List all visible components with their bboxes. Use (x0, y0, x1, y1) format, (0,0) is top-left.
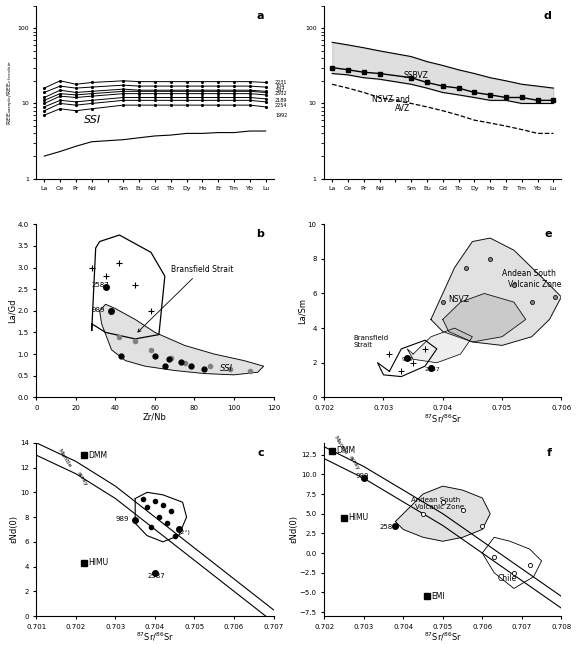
Text: 104: 104 (275, 84, 284, 89)
Text: d: d (544, 11, 552, 21)
Text: Volcanic Zone: Volcanic Zone (508, 280, 561, 289)
Text: EMI: EMI (431, 592, 444, 601)
Text: 989: 989 (401, 357, 413, 362)
Text: 989: 989 (92, 307, 105, 313)
Text: 2502: 2502 (275, 91, 287, 96)
Text: f: f (547, 448, 552, 458)
Y-axis label: εNd(0): εNd(0) (289, 515, 298, 543)
Text: Andean South: Andean South (502, 269, 556, 278)
Text: array: array (76, 471, 89, 487)
Text: array: array (348, 455, 361, 471)
X-axis label: $^{87}$Sr/$^{86}$Sr: $^{87}$Sr/$^{86}$Sr (136, 631, 174, 643)
X-axis label: $^{87}$Sr/$^{86}$Sr: $^{87}$Sr/$^{86}$Sr (424, 631, 462, 643)
X-axis label: Zr/Nb: Zr/Nb (143, 412, 167, 421)
Text: SSI: SSI (220, 363, 233, 373)
Text: HIMU: HIMU (88, 558, 108, 567)
Text: 2587: 2587 (92, 282, 110, 288)
Text: Bransfield Strait: Bransfield Strait (138, 265, 233, 332)
Polygon shape (100, 304, 264, 375)
Text: Strait: Strait (354, 342, 373, 348)
Text: 1992: 1992 (275, 113, 287, 117)
Text: 2254: 2254 (275, 103, 287, 108)
Text: Chile: Chile (498, 574, 518, 583)
Text: HIMU: HIMU (348, 513, 368, 522)
Text: 2587: 2587 (425, 367, 441, 373)
Polygon shape (431, 238, 561, 345)
Text: NSVZ and: NSVZ and (372, 95, 410, 104)
Text: a: a (257, 11, 264, 21)
Text: 2587: 2587 (380, 524, 398, 530)
Text: Mantle: Mantle (56, 448, 72, 469)
Text: SSBVZ: SSBVZ (403, 71, 428, 80)
Polygon shape (407, 328, 473, 363)
Polygon shape (443, 293, 526, 342)
Text: (2°): (2°) (179, 530, 190, 535)
Text: NSVZ: NSVZ (449, 295, 470, 304)
Y-axis label: La/Gd: La/Gd (7, 299, 16, 323)
Text: Andean South: Andean South (411, 497, 460, 503)
Text: 989: 989 (115, 517, 129, 522)
Y-axis label: εNd(0): εNd(0) (9, 515, 18, 543)
Text: AVZ: AVZ (395, 104, 411, 113)
Text: c: c (257, 448, 264, 458)
Text: Bransfield: Bransfield (354, 336, 389, 341)
Text: 547: 547 (275, 88, 284, 93)
Text: DMM: DMM (88, 451, 107, 459)
Text: Volcanic Zone: Volcanic Zone (415, 504, 464, 510)
Text: DMM: DMM (336, 447, 355, 455)
Text: b: b (256, 229, 264, 239)
Text: e: e (544, 229, 552, 239)
Text: 2189: 2189 (275, 98, 287, 103)
Text: SSI: SSI (84, 115, 101, 125)
Y-axis label: La/Sm: La/Sm (297, 298, 306, 324)
Text: Mantle: Mantle (332, 435, 348, 456)
Y-axis label: REE$_{sample}$/REE$_{chondrite}$: REE$_{sample}$/REE$_{chondrite}$ (6, 60, 16, 125)
Text: 2587: 2587 (147, 572, 165, 579)
Text: 2231: 2231 (275, 80, 287, 85)
Text: 989: 989 (356, 473, 369, 480)
Polygon shape (395, 486, 490, 541)
X-axis label: $^{87}$Sr/$^{86}$Sr: $^{87}$Sr/$^{86}$Sr (424, 412, 462, 425)
